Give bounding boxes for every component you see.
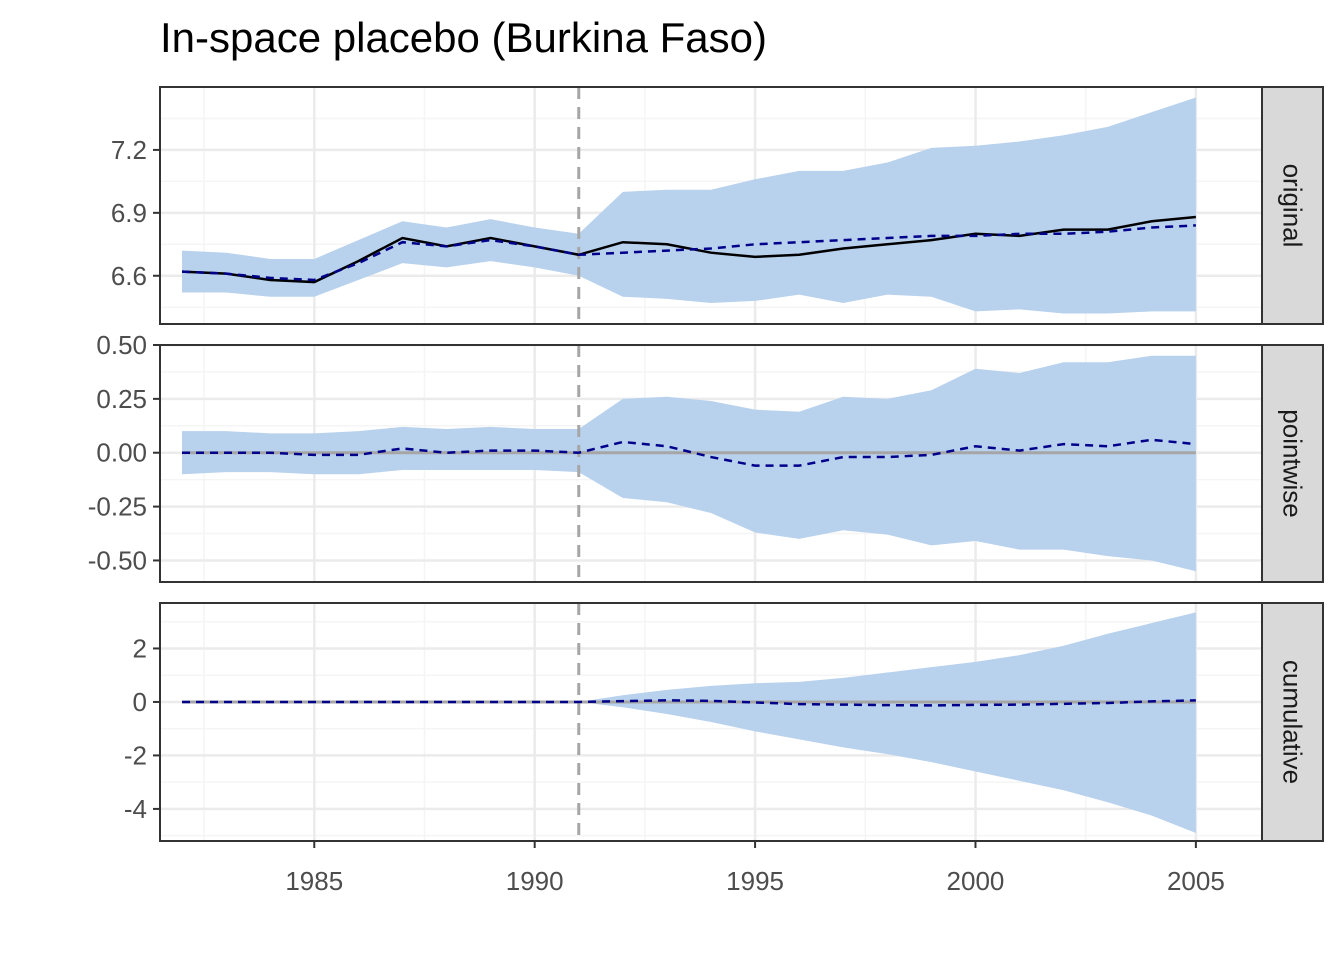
panels-layer: 6.6 6.9 7.2 original -0.50 -0.25 0.00 0.25 0.50 p… [88, 86, 1324, 842]
panel-pointwise: -0.50 -0.25 0.00 0.25 0.50 pointwise [88, 330, 1324, 583]
panel-content [181, 87, 1196, 324]
y-tick-label: -2 [124, 740, 147, 770]
y-tick-label: 6.6 [111, 261, 147, 291]
y-tick-label: 2 [133, 633, 147, 663]
facet-strip [1261, 344, 1324, 583]
y-tick-label: 6.9 [111, 198, 147, 228]
y-tick-label: -0.50 [88, 545, 147, 575]
panel-content [182, 603, 1196, 841]
y-tick-label: 0.50 [96, 330, 147, 360]
predicted-line-original [181, 224, 1196, 282]
y-tick-label: 0.25 [96, 384, 147, 414]
panel-cumulative: -4 -2 0 2 cumulative [124, 602, 1324, 842]
predicted-line-cumulative [182, 699, 1196, 707]
y-tick-label: -4 [124, 794, 147, 824]
confidence-band-pointwise [182, 355, 1196, 572]
x-tick-label: 2000 [947, 866, 1005, 896]
predicted-line-pointwise [182, 438, 1197, 467]
confidence-band-original [182, 97, 1196, 314]
y-tick-label: 7.2 [111, 135, 147, 165]
confidence-band-cumulative [182, 612, 1196, 833]
x-axis: 1985 1990 1995 2000 2005 [285, 841, 1225, 896]
y-tick-label: 0 [133, 687, 147, 717]
facet-strip-label: pointwise [1278, 409, 1308, 517]
panel-original: 6.6 6.9 7.2 original [111, 86, 1324, 325]
panel-content [182, 345, 1197, 582]
chart-title: In-space placebo (Burkina Faso) [160, 14, 767, 61]
facet-strip-label: cumulative [1278, 660, 1308, 784]
x-tick-label: 2005 [1167, 866, 1225, 896]
y-tick-label: -0.25 [88, 492, 147, 522]
facet-strip-label: original [1278, 164, 1308, 248]
y-tick-label: 0.00 [96, 438, 147, 468]
x-tick-label: 1995 [726, 866, 784, 896]
x-tick-label: 1985 [285, 866, 343, 896]
facet-strip [1261, 602, 1324, 842]
x-tick-label: 1990 [506, 866, 564, 896]
facet-strip [1261, 86, 1324, 325]
